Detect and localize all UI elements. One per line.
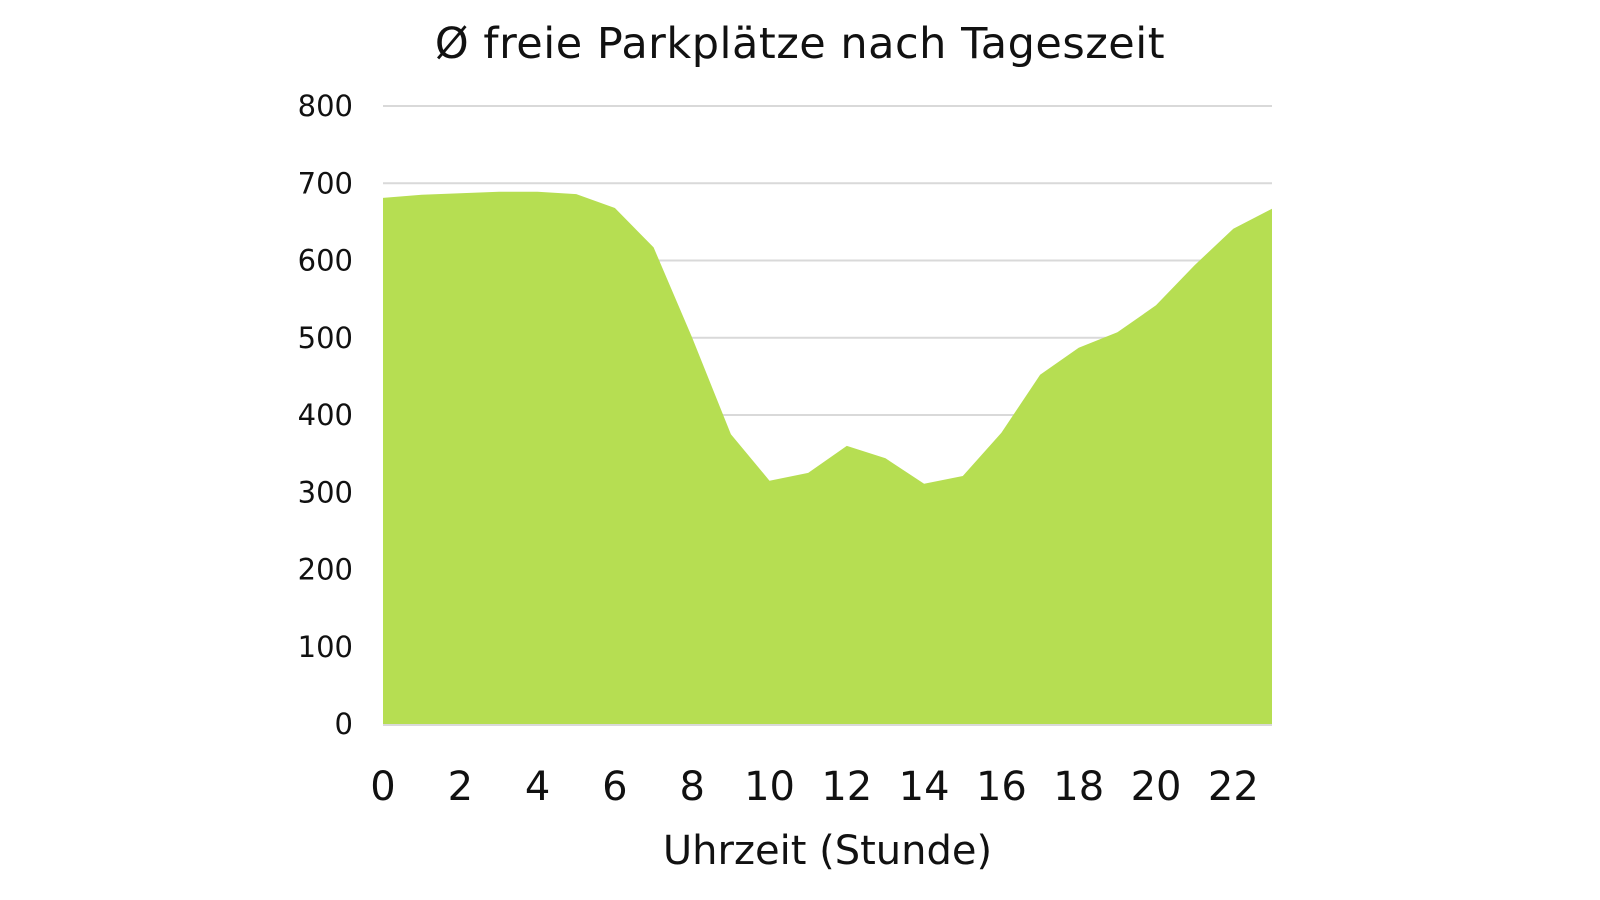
x-axis-label: Uhrzeit (Stunde) [662,828,993,874]
y-tick-label: 400 [298,398,353,432]
x-tick-label: 20 [1131,764,1182,810]
x-tick-label: 8 [679,764,704,810]
y-tick-label: 200 [298,553,353,587]
area-fill [383,191,1272,724]
y-tick-label: 800 [298,89,353,123]
x-tick-label: 12 [821,764,872,810]
x-tick-label: 18 [1053,764,1104,810]
x-tick-label: 0 [370,764,395,810]
x-tick-label: 10 [744,764,795,810]
x-tick-label: 4 [525,764,550,810]
x-tick-label: 2 [448,764,473,810]
x-axis-ticks: 0 2 4 6 8 10 12 14 16 18 20 22 [370,764,1259,810]
x-tick-label: 22 [1208,764,1259,810]
y-tick-label: 0 [335,707,353,741]
x-tick-label: 6 [602,764,627,810]
y-tick-label: 300 [298,475,353,509]
y-axis-ticks: 0 100 200 300 400 500 600 700 800 [298,89,353,741]
x-tick-label: 16 [976,764,1027,810]
y-tick-label: 600 [298,244,353,278]
y-tick-label: 100 [298,630,353,664]
y-tick-label: 700 [298,166,353,200]
x-tick-label: 14 [899,764,950,810]
area-series [383,191,1272,726]
chart-title: Ø freie Parkplätze nach Tageszeit [434,19,1166,69]
y-tick-label: 500 [298,321,353,355]
